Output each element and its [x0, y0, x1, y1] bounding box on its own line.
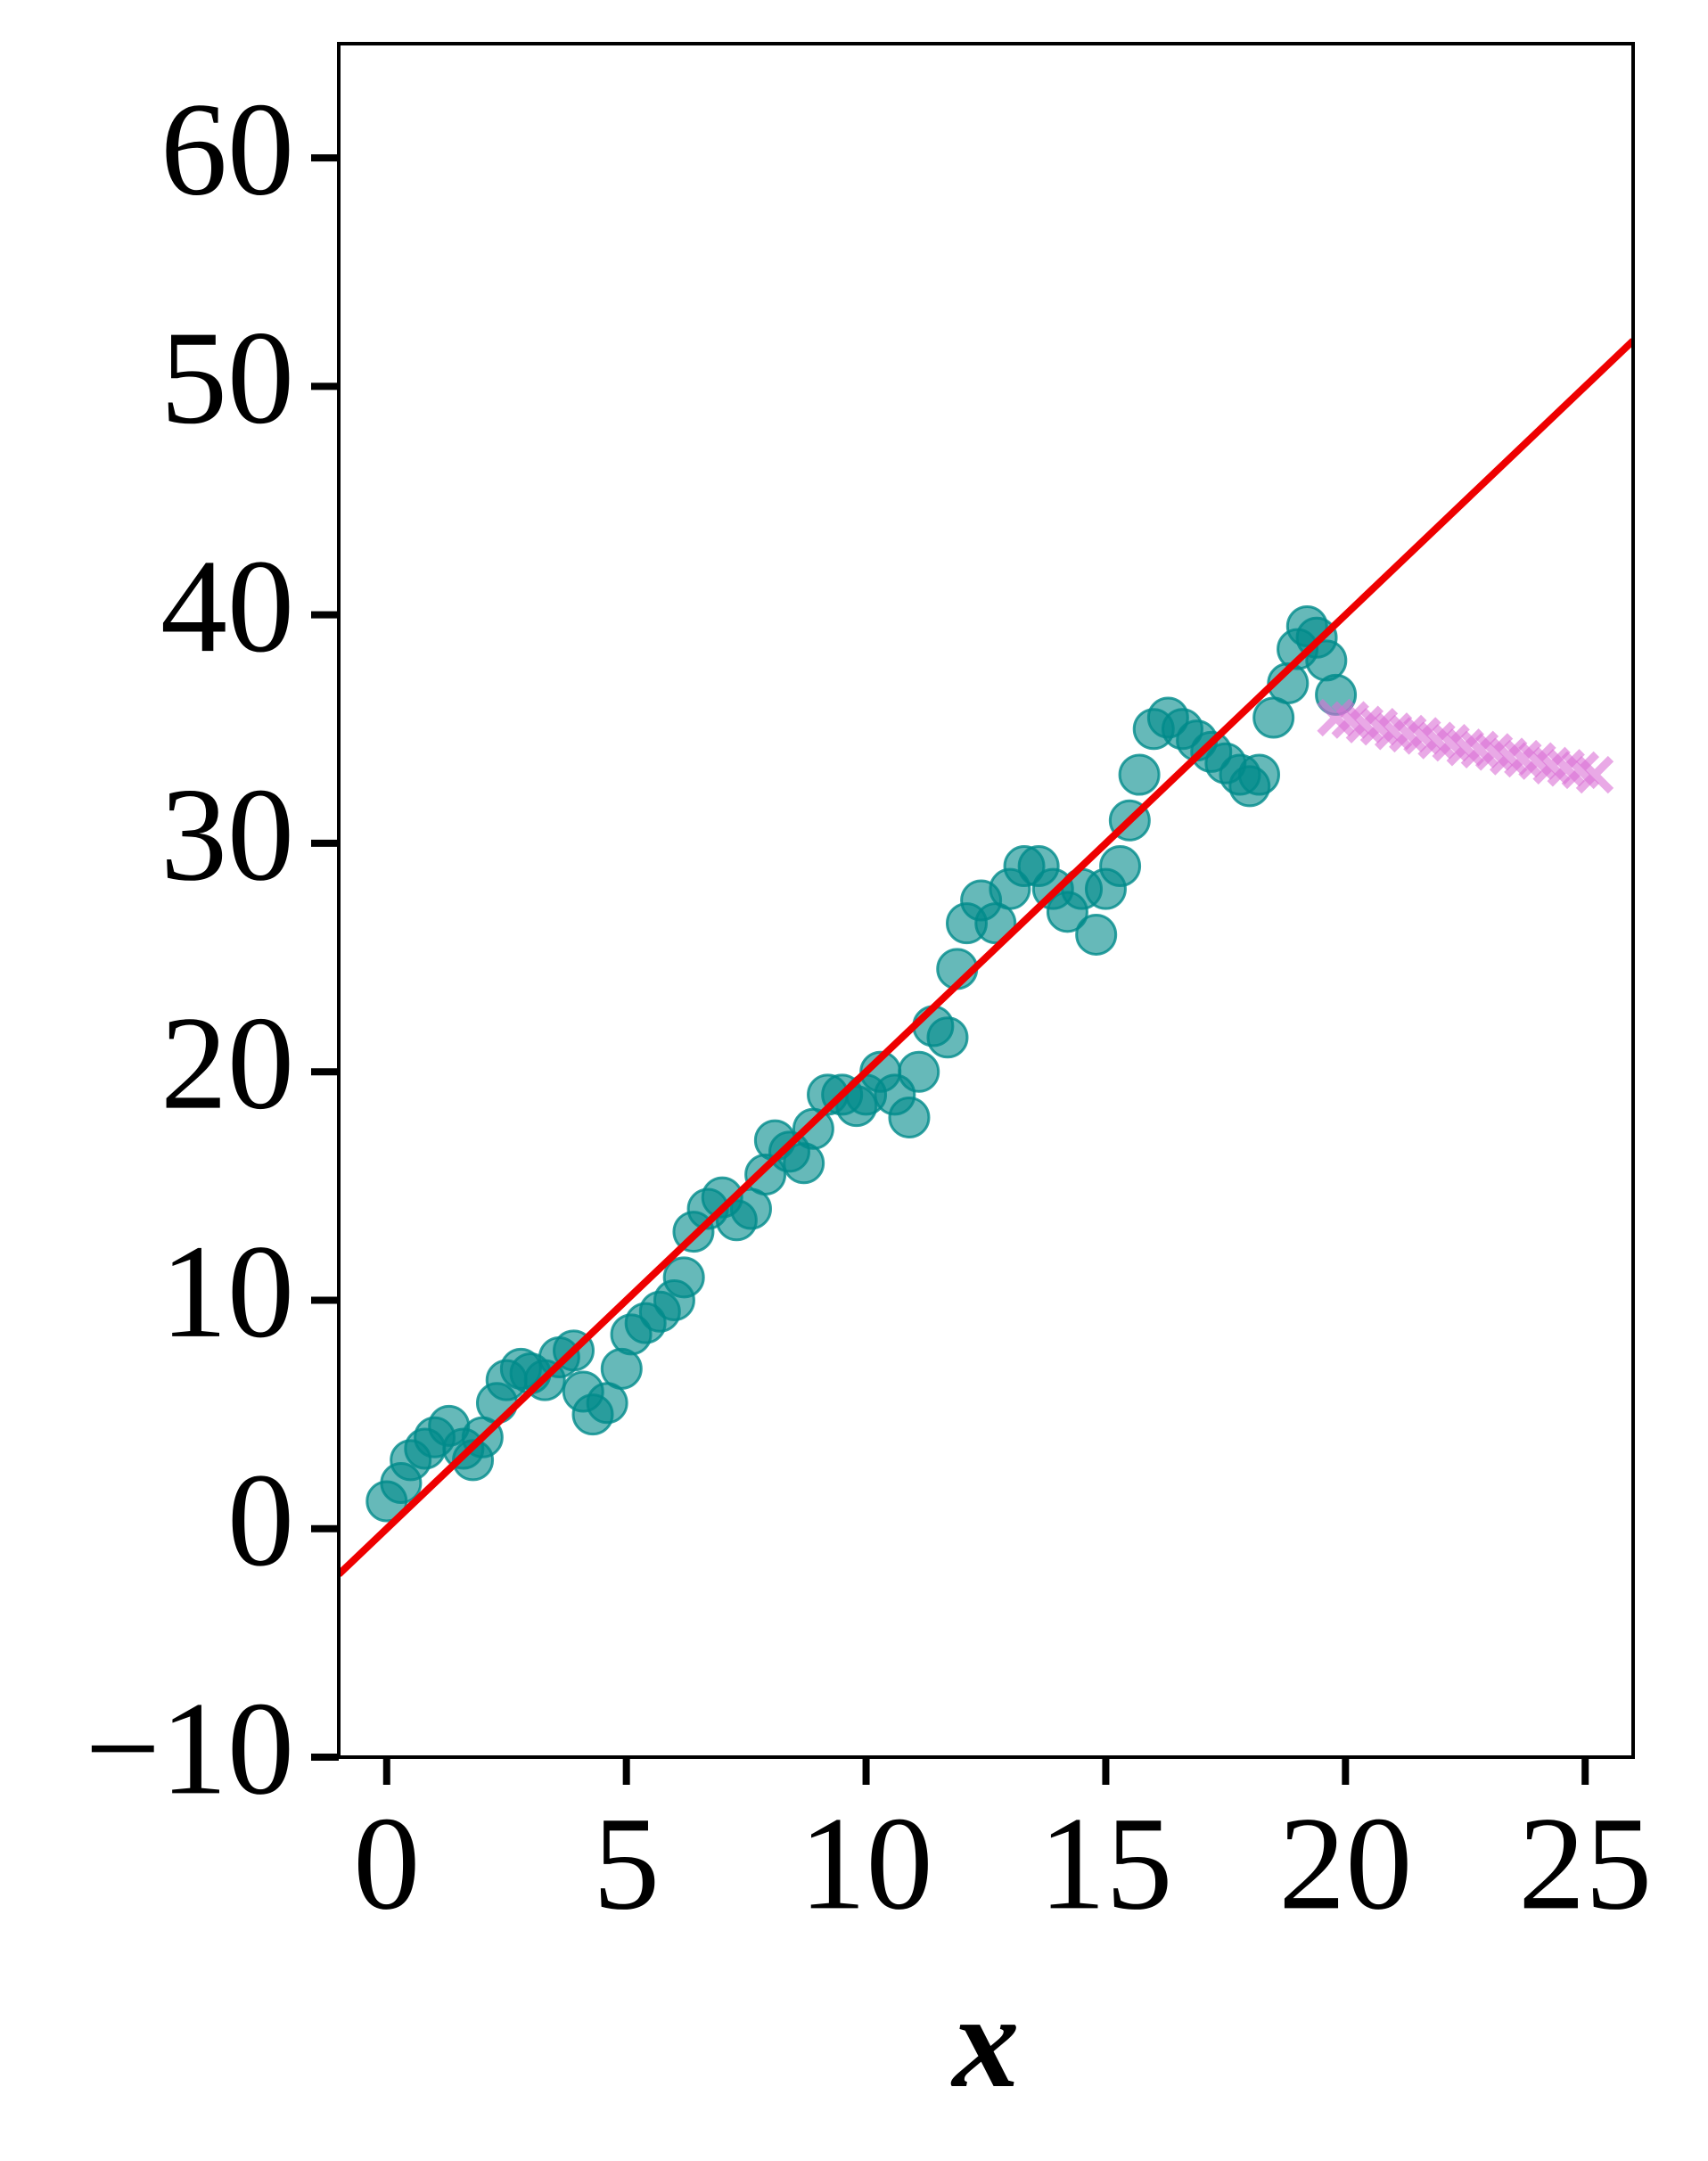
x-axis-label: x: [951, 1968, 1020, 2116]
x-tick-label: 20: [1278, 1789, 1412, 1937]
y-tick-label: 0: [227, 1446, 294, 1594]
y-tick-label: 20: [160, 990, 294, 1138]
plot-frame: [337, 42, 1635, 1759]
data-point: [662, 1256, 705, 1299]
data-point: [926, 1016, 969, 1059]
data-point: [600, 1347, 643, 1390]
x-tick-label: 0: [353, 1789, 420, 1937]
data-point: [888, 1096, 931, 1138]
y-tick-label: 10: [160, 1218, 294, 1366]
data-point: [1118, 753, 1161, 796]
y-tick-label: 50: [160, 304, 294, 452]
plot-area: [339, 338, 1633, 1577]
fit-line: [339, 338, 1633, 1577]
y-tick-label: 40: [160, 532, 294, 680]
x-tick-label: 15: [1039, 1789, 1172, 1937]
data-point: [1099, 845, 1142, 888]
data-point: [1075, 913, 1118, 956]
x-tick-label: 10: [800, 1789, 933, 1937]
data-point: [898, 1050, 940, 1093]
x-tick-label: 25: [1518, 1789, 1652, 1937]
y-tick-label: −10: [85, 1674, 294, 1822]
y-tick-label: 60: [160, 76, 294, 224]
x-tick-label: 5: [593, 1789, 660, 1937]
data-point: [1238, 753, 1281, 796]
y-tick-label: 30: [160, 760, 294, 908]
data-point: [783, 1142, 825, 1185]
cross-point: [1575, 755, 1614, 794]
